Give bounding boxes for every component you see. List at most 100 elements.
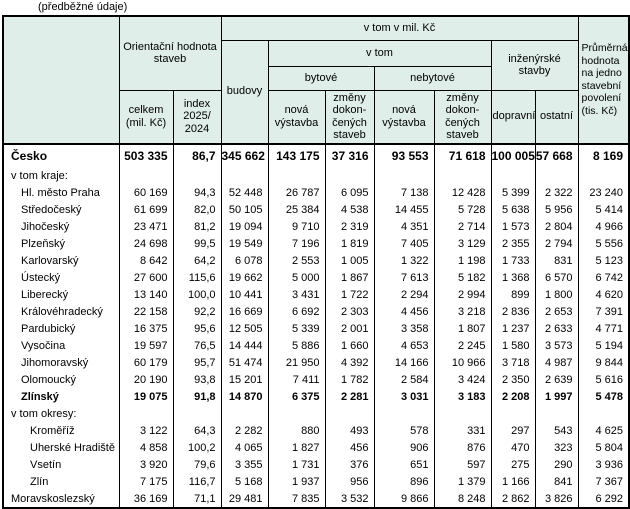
- cell-celkem: 4 858: [118, 439, 174, 457]
- col-group-nebytove: nebytové: [373, 65, 492, 91]
- cell-prumerna: 6 292: [577, 490, 630, 508]
- table-row: Ústecký 27 600 115,6 19 662 5 000 1 867 7 613 5…: [2, 269, 630, 287]
- cell-bytove-nova: 9 710: [267, 218, 326, 236]
- cell-dopravni: 1 580: [490, 337, 536, 355]
- cell-ostatni: 5 956: [534, 201, 579, 219]
- cell-nebytove-nova: 651: [373, 456, 435, 474]
- table-note: (předběžné údaje): [38, 1, 128, 13]
- cell-celkem: 3 122: [118, 422, 174, 440]
- row-label: Olomoucký: [2, 371, 120, 389]
- table-row: Hl. město Praha 60 169 94,3 52 448 26 787 6 0…: [2, 184, 630, 202]
- cell-ostatni: 2 804: [534, 218, 579, 236]
- cell-bytove-nova: 21 950: [267, 354, 326, 372]
- cell-celkem: 60 179: [118, 354, 174, 372]
- cell-dopravni: 3 718: [490, 354, 536, 372]
- cell-bytove-zmeny: 456: [324, 439, 375, 457]
- cell-bytove-zmeny: 3 532: [324, 490, 375, 508]
- cell-bytove-nova: 1 937: [267, 473, 326, 491]
- cell-dopravni: 5 399: [490, 184, 536, 202]
- cell-ostatni: 543: [534, 422, 579, 440]
- cell-dopravni: 1 733: [490, 252, 536, 270]
- cell-ostatni: 1 997: [534, 388, 579, 406]
- cell-celkem: 8 642: [118, 252, 174, 270]
- cell-dopravni: 1 368: [490, 269, 536, 287]
- cell-index: 116,7: [172, 473, 222, 491]
- cell-bytove-zmeny: 4 538: [324, 201, 375, 219]
- col-header-bytove-zmeny: změny dokon-čených staveb: [324, 89, 375, 145]
- cell-celkem: 36 169: [118, 490, 174, 508]
- cell-dopravni: 5 638: [490, 201, 536, 219]
- cell-celkem: 19 075: [118, 388, 174, 406]
- cell-dopravni: 2 208: [490, 388, 536, 406]
- cell-bytove-nova: 5 000: [267, 269, 326, 287]
- cell-bytove-zmeny: 376: [324, 456, 375, 474]
- cell-ostatni: 4 987: [534, 354, 579, 372]
- table-header: Orientační hodnota staveb v tom v mil. K…: [2, 15, 630, 145]
- row-label: Hl. město Praha: [2, 184, 120, 202]
- col-header-ostatni: ostatní: [534, 89, 579, 145]
- cell-bytove-nova: 880: [267, 422, 326, 440]
- cell-bytove-nova: 6 375: [267, 388, 326, 406]
- cell-prumerna: 5 123: [577, 252, 630, 270]
- cell-budovy: 2 282: [220, 422, 269, 440]
- row-label: Královéhradecký: [2, 303, 120, 321]
- cell-bytove-zmeny: 956: [324, 473, 375, 491]
- row-label: Karlovarský: [2, 252, 120, 270]
- table-row: Uherské Hradiště 4 858 100,2 4 065 1 827 456 9…: [2, 439, 630, 457]
- cell-index: 76,5: [172, 337, 222, 355]
- header-row-4: celkem (mil. Kč) index 2025/ 2024 nová v…: [3, 89, 629, 145]
- cell-celkem: 22 158: [118, 303, 174, 321]
- cell-bytove-zmeny: [324, 405, 375, 423]
- col-header-celkem: celkem (mil. Kč): [118, 89, 174, 145]
- table-row: Vsetín 3 920 79,6 3 355 1 731 376 651 597 275 290…: [2, 456, 630, 474]
- cell-bytove-nova: 7 196: [267, 235, 326, 253]
- cell-bytove-zmeny: 1 819: [324, 235, 375, 253]
- cell-budovy: 29 481: [220, 490, 269, 508]
- cell-dopravni: [490, 405, 536, 423]
- cell-prumerna: 4 620: [577, 286, 630, 304]
- cell-prumerna: 6 742: [577, 269, 630, 287]
- cell-bytove-nova: 26 787: [267, 184, 326, 202]
- cell-budovy: 19 549: [220, 235, 269, 253]
- cell-nebytove-zmeny: 1 807: [433, 320, 492, 338]
- cell-ostatni: 1 800: [534, 286, 579, 304]
- cell-budovy: 3 355: [220, 456, 269, 474]
- header-row-3: bytové nebytové: [3, 65, 629, 91]
- table-row: v tom kraje:: [2, 167, 630, 185]
- cell-budovy: 15 201: [220, 371, 269, 389]
- cell-nebytove-zmeny: 5 182: [433, 269, 492, 287]
- cell-ostatni: 290: [534, 456, 579, 474]
- row-label: v tom okresy:: [2, 405, 120, 423]
- cell-prumerna: 7 391: [577, 303, 630, 321]
- cell-budovy: 50 105: [220, 201, 269, 219]
- cell-nebytove-zmeny: 3 129: [433, 235, 492, 253]
- cell-index: 94,3: [172, 184, 222, 202]
- row-label: Vsetín: [2, 456, 120, 474]
- row-label: Kroměříž: [2, 422, 120, 440]
- cell-ostatni: 3 573: [534, 337, 579, 355]
- row-label: Uherské Hradiště: [2, 439, 120, 457]
- cell-index: 64,3: [172, 422, 222, 440]
- cell-bytove-nova: 1 827: [267, 439, 326, 457]
- cell-index: 82,0: [172, 201, 222, 219]
- cell-prumerna: 5 414: [577, 201, 630, 219]
- cell-celkem: 61 699: [118, 201, 174, 219]
- cell-prumerna: 9 844: [577, 354, 630, 372]
- cell-nebytove-nova: 14 166: [373, 354, 435, 372]
- cell-dopravni: 2 350: [490, 371, 536, 389]
- cell-nebytove-zmeny: 2 245: [433, 337, 492, 355]
- cell-nebytove-nova: 7 405: [373, 235, 435, 253]
- cell-nebytove-zmeny: [433, 405, 492, 423]
- cell-bytove-nova: 25 384: [267, 201, 326, 219]
- cell-index: 95,7: [172, 354, 222, 372]
- cell-bytove-zmeny: [324, 167, 375, 185]
- cell-dopravni: 2 862: [490, 490, 536, 508]
- header-row-2: budovy v tom inženýrské stavby: [3, 39, 629, 144]
- cell-celkem: 13 140: [118, 286, 174, 304]
- table-row: Pardubický 16 375 95,6 12 505 5 339 2 001 3 35…: [2, 320, 630, 338]
- cell-nebytove-zmeny: 3 424: [433, 371, 492, 389]
- cell-nebytove-zmeny: 597: [433, 456, 492, 474]
- col-group-v-tom-mil-kc: v tom v mil. Kč: [220, 15, 579, 41]
- cell-prumerna: 5 194: [577, 337, 630, 355]
- cell-bytove-zmeny: 2 281: [324, 388, 375, 406]
